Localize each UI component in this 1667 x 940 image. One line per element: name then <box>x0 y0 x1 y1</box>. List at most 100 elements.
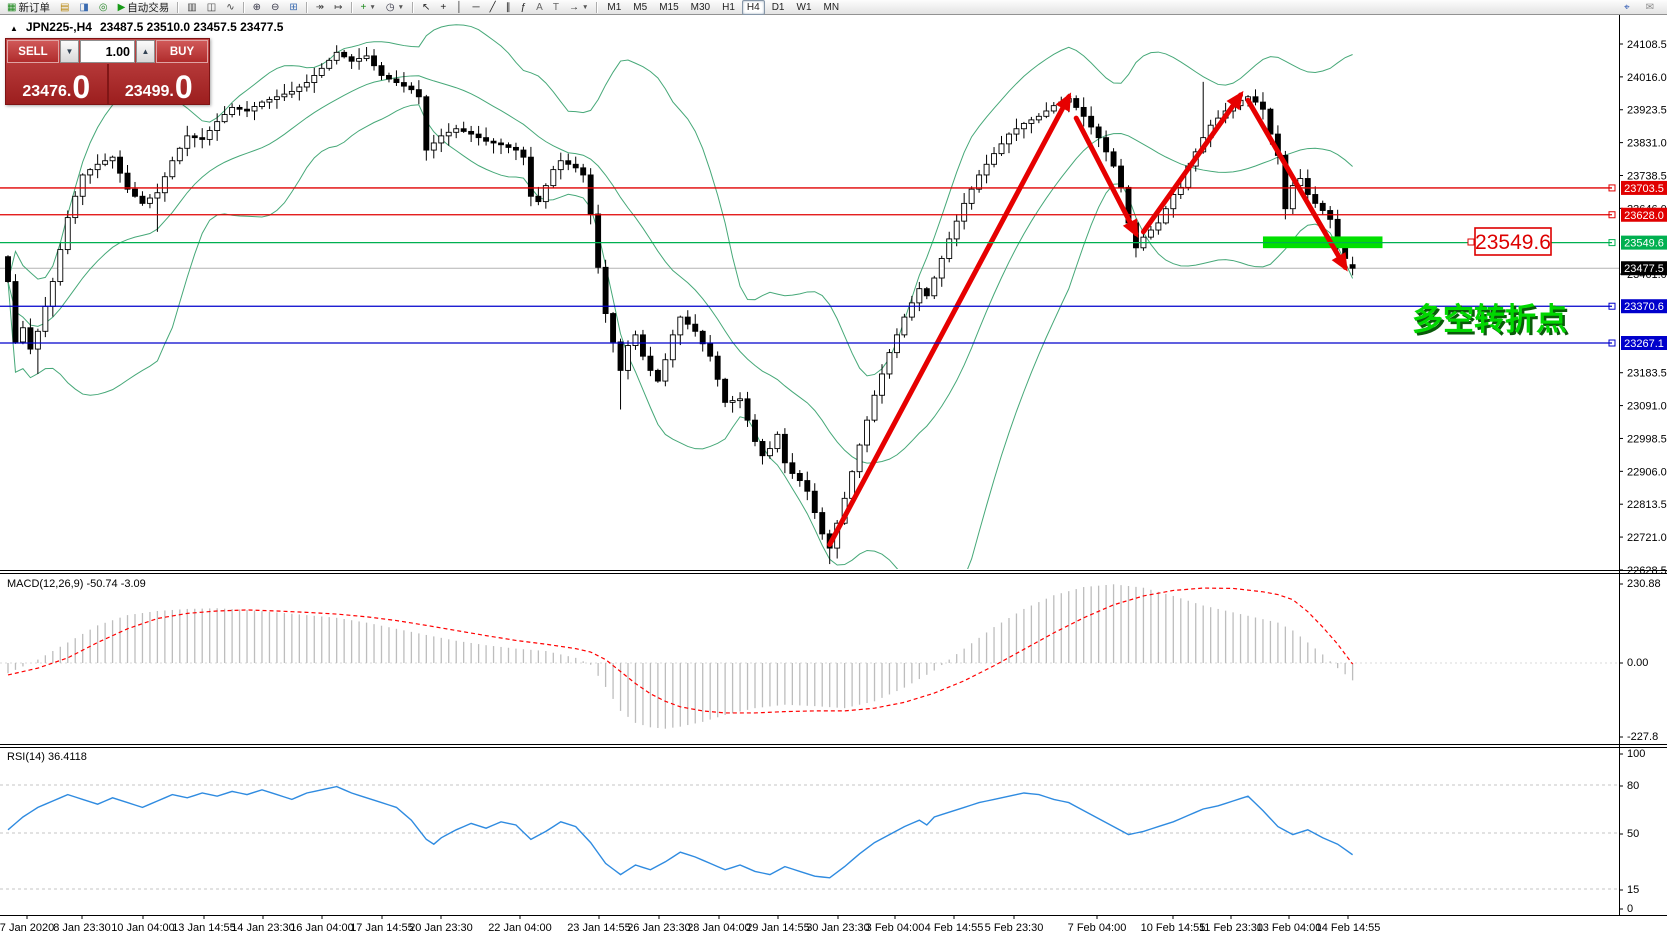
time-axis-label: 28 Jan 04:00 <box>687 922 751 934</box>
price-axis-label: 23091.0 <box>1627 401 1667 413</box>
crosshair-tool-button[interactable]: + <box>436 0 450 15</box>
volume-decrease-button[interactable]: ▼ <box>60 40 79 63</box>
time-axis-label: 26 Jan 23:30 <box>627 922 691 934</box>
price-badge: 23267.1 <box>1621 336 1667 351</box>
auto-scroll-button-icon: ↠ <box>315 1 325 13</box>
time-axis-label: 8 Jan 23:30 <box>53 922 111 934</box>
trendline-tool-button[interactable]: ╱ <box>486 0 500 15</box>
data-window-button-icon: ◨ <box>79 1 89 13</box>
rsi-line <box>7 785 1354 879</box>
macd-signal-line <box>7 587 1354 714</box>
svg-text:23628.0: 23628.0 <box>1624 210 1664 222</box>
toolbar-separator <box>596 1 599 13</box>
timeframe-d1[interactable]: D1 <box>771 1 785 13</box>
buy-price[interactable]: 23499. 0 <box>124 69 193 106</box>
main-chart-canvas[interactable] <box>0 15 1619 570</box>
fibonacci-tool-button-icon: ƒ <box>520 1 527 13</box>
rsi-pane-canvas[interactable] <box>0 747 1619 915</box>
price-axis-label: 23738.5 <box>1627 170 1667 182</box>
volume-input[interactable] <box>80 40 135 63</box>
line-chart-button-icon: ∿ <box>226 1 235 13</box>
autotrading-button[interactable]: ▶ 自动交易 <box>117 1 170 14</box>
svg-text:23549.6: 23549.6 <box>1475 231 1551 254</box>
timeframe-w1[interactable]: W1 <box>796 1 812 13</box>
data-window-button[interactable]: ◨ <box>75 0 92 15</box>
auto-scroll-button[interactable]: ↠ <box>312 0 328 15</box>
chart-shift-button[interactable]: ↦ <box>330 0 346 15</box>
volume-increase-button[interactable]: ▲ <box>136 40 155 63</box>
timeframe-mn[interactable]: MN <box>823 1 840 13</box>
text-tool-button[interactable]: A <box>532 0 547 15</box>
bar-chart-button[interactable]: ▥ <box>183 0 200 15</box>
chat-button-icon: ✉ <box>1645 1 1654 13</box>
sell-button[interactable]: SELL <box>7 40 59 63</box>
indicators-button[interactable]: + ▼ <box>357 0 380 15</box>
navigator-button[interactable]: ◎ <box>95 0 112 15</box>
time-axis-label: 14 Feb 14:55 <box>1316 922 1381 934</box>
rsi-axis-label: 0 <box>1627 903 1633 915</box>
new-order-button-icon: ▦ <box>7 1 17 13</box>
toolbar-separator <box>350 1 353 13</box>
chat-button[interactable]: ✉ <box>1642 0 1658 15</box>
time-axis-label: 16 Jan 04:00 <box>290 922 354 934</box>
sell-price[interactable]: 23476. 0 <box>22 69 91 106</box>
price-axis-label: 24016.0 <box>1627 72 1667 84</box>
svg-text:23370.6: 23370.6 <box>1624 301 1664 313</box>
cursor-tool-button[interactable]: ↖ <box>418 0 434 15</box>
new-order-button[interactable]: ▦ 新订单 <box>7 1 50 14</box>
buy-button[interactable]: BUY <box>156 40 208 63</box>
timeframe-m30[interactable]: M30 <box>690 1 711 13</box>
symbol-period-label: JPN225-,H4 <box>25 20 92 34</box>
toolbar-separator <box>305 1 308 13</box>
one-click-trading-panel: SELL ▼ ▲ BUY 23476.0 23499.0 <box>5 38 210 105</box>
chevron-down-icon: ▼ <box>397 3 404 11</box>
chart-shift-button-icon: ↦ <box>334 1 343 13</box>
price-badge: 23370.6 <box>1621 299 1667 314</box>
channel-tool-button[interactable]: ∥ <box>502 0 515 15</box>
price-axis-label: 23923.5 <box>1627 105 1667 117</box>
candlestick-chart-button[interactable]: ◫ <box>203 0 220 15</box>
time-axis-label: 13 Jan 14:55 <box>172 922 236 934</box>
zoom-in-button[interactable]: ⊕ <box>249 0 265 15</box>
horizontal-line-tool-button[interactable]: ─ <box>468 0 483 15</box>
macd-axis-label: 230.88 <box>1627 578 1661 590</box>
toolbar-separator <box>242 1 245 13</box>
fibonacci-tool-button[interactable]: ƒ <box>517 0 531 15</box>
time-axis-label: 29 Jan 14:55 <box>746 922 810 934</box>
time-axis-label: 3 Feb 04:00 <box>866 922 925 934</box>
time-axis-label: 11 Feb 23:30 <box>1199 922 1263 934</box>
label-tool-button[interactable]: T <box>549 0 563 15</box>
price-axis-label: 24108.5 <box>1627 39 1667 51</box>
time-axis-label: 22 Jan 04:00 <box>488 922 552 934</box>
rsi-pane <box>0 784 1619 890</box>
periods-button[interactable]: ◷ ▼ <box>382 0 408 15</box>
candlestick-chart-button-icon: ◫ <box>206 1 217 13</box>
timeframe-m15[interactable]: M15 <box>659 1 679 13</box>
svg-text:多空转折点: 多空转折点 <box>1415 305 1570 340</box>
macd-pane-canvas[interactable] <box>0 573 1619 744</box>
timeframe-m1[interactable]: M1 <box>607 1 622 13</box>
macd-axis-label: -227.8 <box>1627 731 1658 743</box>
svg-text:23477.5: 23477.5 <box>1624 263 1664 275</box>
turning-point-annotation: 多空转折点多空转折点 <box>1412 302 1570 340</box>
zoom-out-button-icon: ⊖ <box>270 1 280 13</box>
price-axis-label: 22906.0 <box>1627 466 1667 478</box>
rsi-axis-label: 80 <box>1627 780 1639 792</box>
line-chart-button[interactable]: ∿ <box>222 0 238 15</box>
vertical-line-tool-button[interactable]: │ <box>452 0 466 15</box>
timeframe-h1[interactable]: H1 <box>722 1 735 13</box>
collapse-panel-icon[interactable]: ▲ <box>10 24 18 33</box>
shapes-tool-button[interactable]: → ▼ <box>565 0 592 15</box>
rsi-label: RSI(14) 36.4118 <box>7 751 87 763</box>
search-button[interactable]: ⌖ <box>1620 0 1634 15</box>
market-watch-button[interactable]: ▤ <box>56 0 73 15</box>
zoom-out-button[interactable]: ⊖ <box>267 0 283 15</box>
timeframe-h4[interactable]: H4 <box>741 0 765 15</box>
rsi-axis-label: 100 <box>1627 748 1645 760</box>
rsi-axis-label: 15 <box>1627 884 1639 896</box>
tile-windows-button[interactable]: ⊞ <box>285 0 301 15</box>
timeframe-m5[interactable]: M5 <box>633 1 648 13</box>
vertical-line-tool-button-icon: │ <box>456 1 463 13</box>
